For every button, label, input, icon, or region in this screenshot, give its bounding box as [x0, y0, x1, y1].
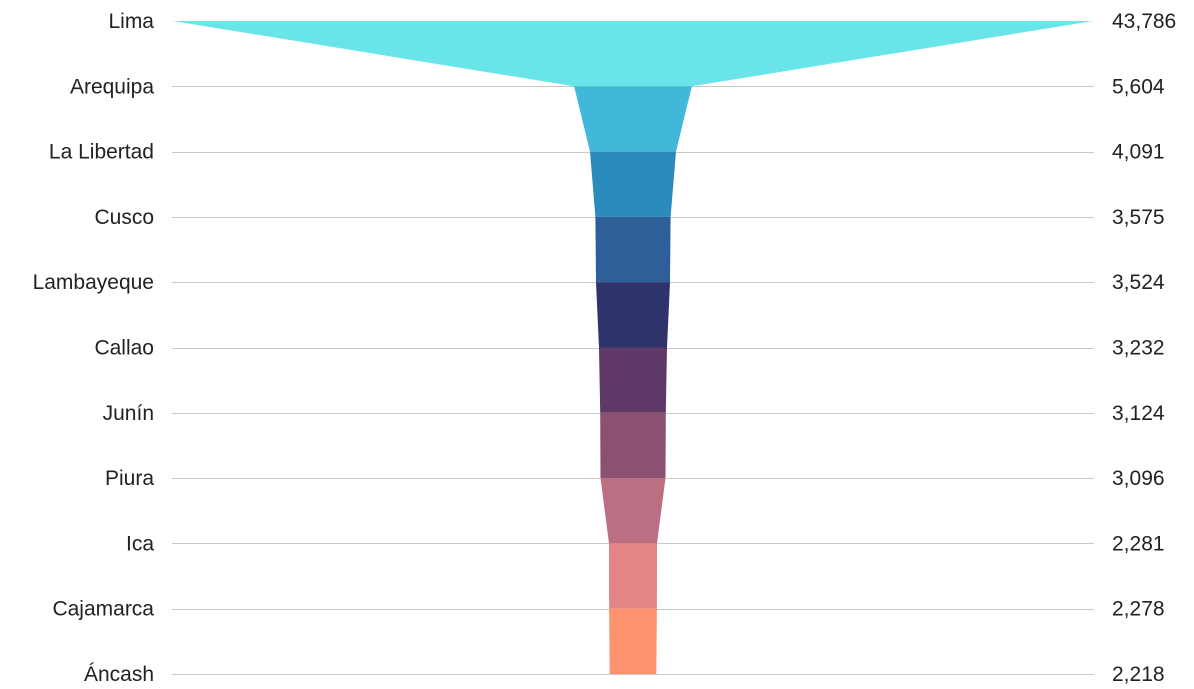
value-label: 3,232: [1112, 337, 1165, 360]
funnel-segment-piura: [600, 478, 666, 544]
value-label: 3,124: [1112, 402, 1165, 425]
category-label: La Libertad: [49, 141, 154, 164]
category-label: Cusco: [94, 206, 154, 229]
funnel-segment-junín: [600, 412, 666, 479]
value-label: 5,604: [1112, 75, 1165, 98]
category-label: Callao: [94, 337, 154, 360]
funnel-segment-lambayeque: [596, 282, 670, 348]
value-label: 2,281: [1112, 532, 1165, 555]
value-label: 3,096: [1112, 467, 1165, 490]
value-label: 4,091: [1112, 141, 1165, 164]
value-label: 3,524: [1112, 271, 1165, 294]
category-label: Cajamarca: [52, 598, 154, 621]
category-label: Lima: [108, 10, 154, 33]
funnel-segment-cusco: [595, 216, 671, 283]
funnel-segment-lima: [173, 21, 1093, 87]
category-label: Lambayeque: [33, 271, 154, 294]
funnel-segment-callao: [599, 347, 667, 413]
category-label: Áncash: [84, 663, 154, 686]
category-label: Piura: [105, 467, 154, 490]
category-label: Ica: [126, 532, 154, 555]
category-labels: Lima Arequipa La Libertad Cusco Lambayeque Ca…: [33, 10, 155, 686]
funnel-segment-ica: [609, 543, 657, 609]
value-labels: 43,786 5,604 4,091 3,575 3,524 3,232 3,124 3,09…: [1112, 10, 1176, 686]
funnel-segment-arequipa: [574, 86, 692, 152]
funnel-segment-la-libertad: [590, 151, 676, 217]
value-label: 3,575: [1112, 206, 1165, 229]
category-label: Arequipa: [70, 75, 154, 98]
category-label: Junín: [103, 402, 154, 425]
value-label: 2,218: [1112, 663, 1165, 686]
value-label: 43,786: [1112, 10, 1176, 33]
value-label: 2,278: [1112, 598, 1165, 621]
funnel-segments: [173, 21, 1093, 674]
funnel-segment-cajamarca: [609, 608, 657, 674]
